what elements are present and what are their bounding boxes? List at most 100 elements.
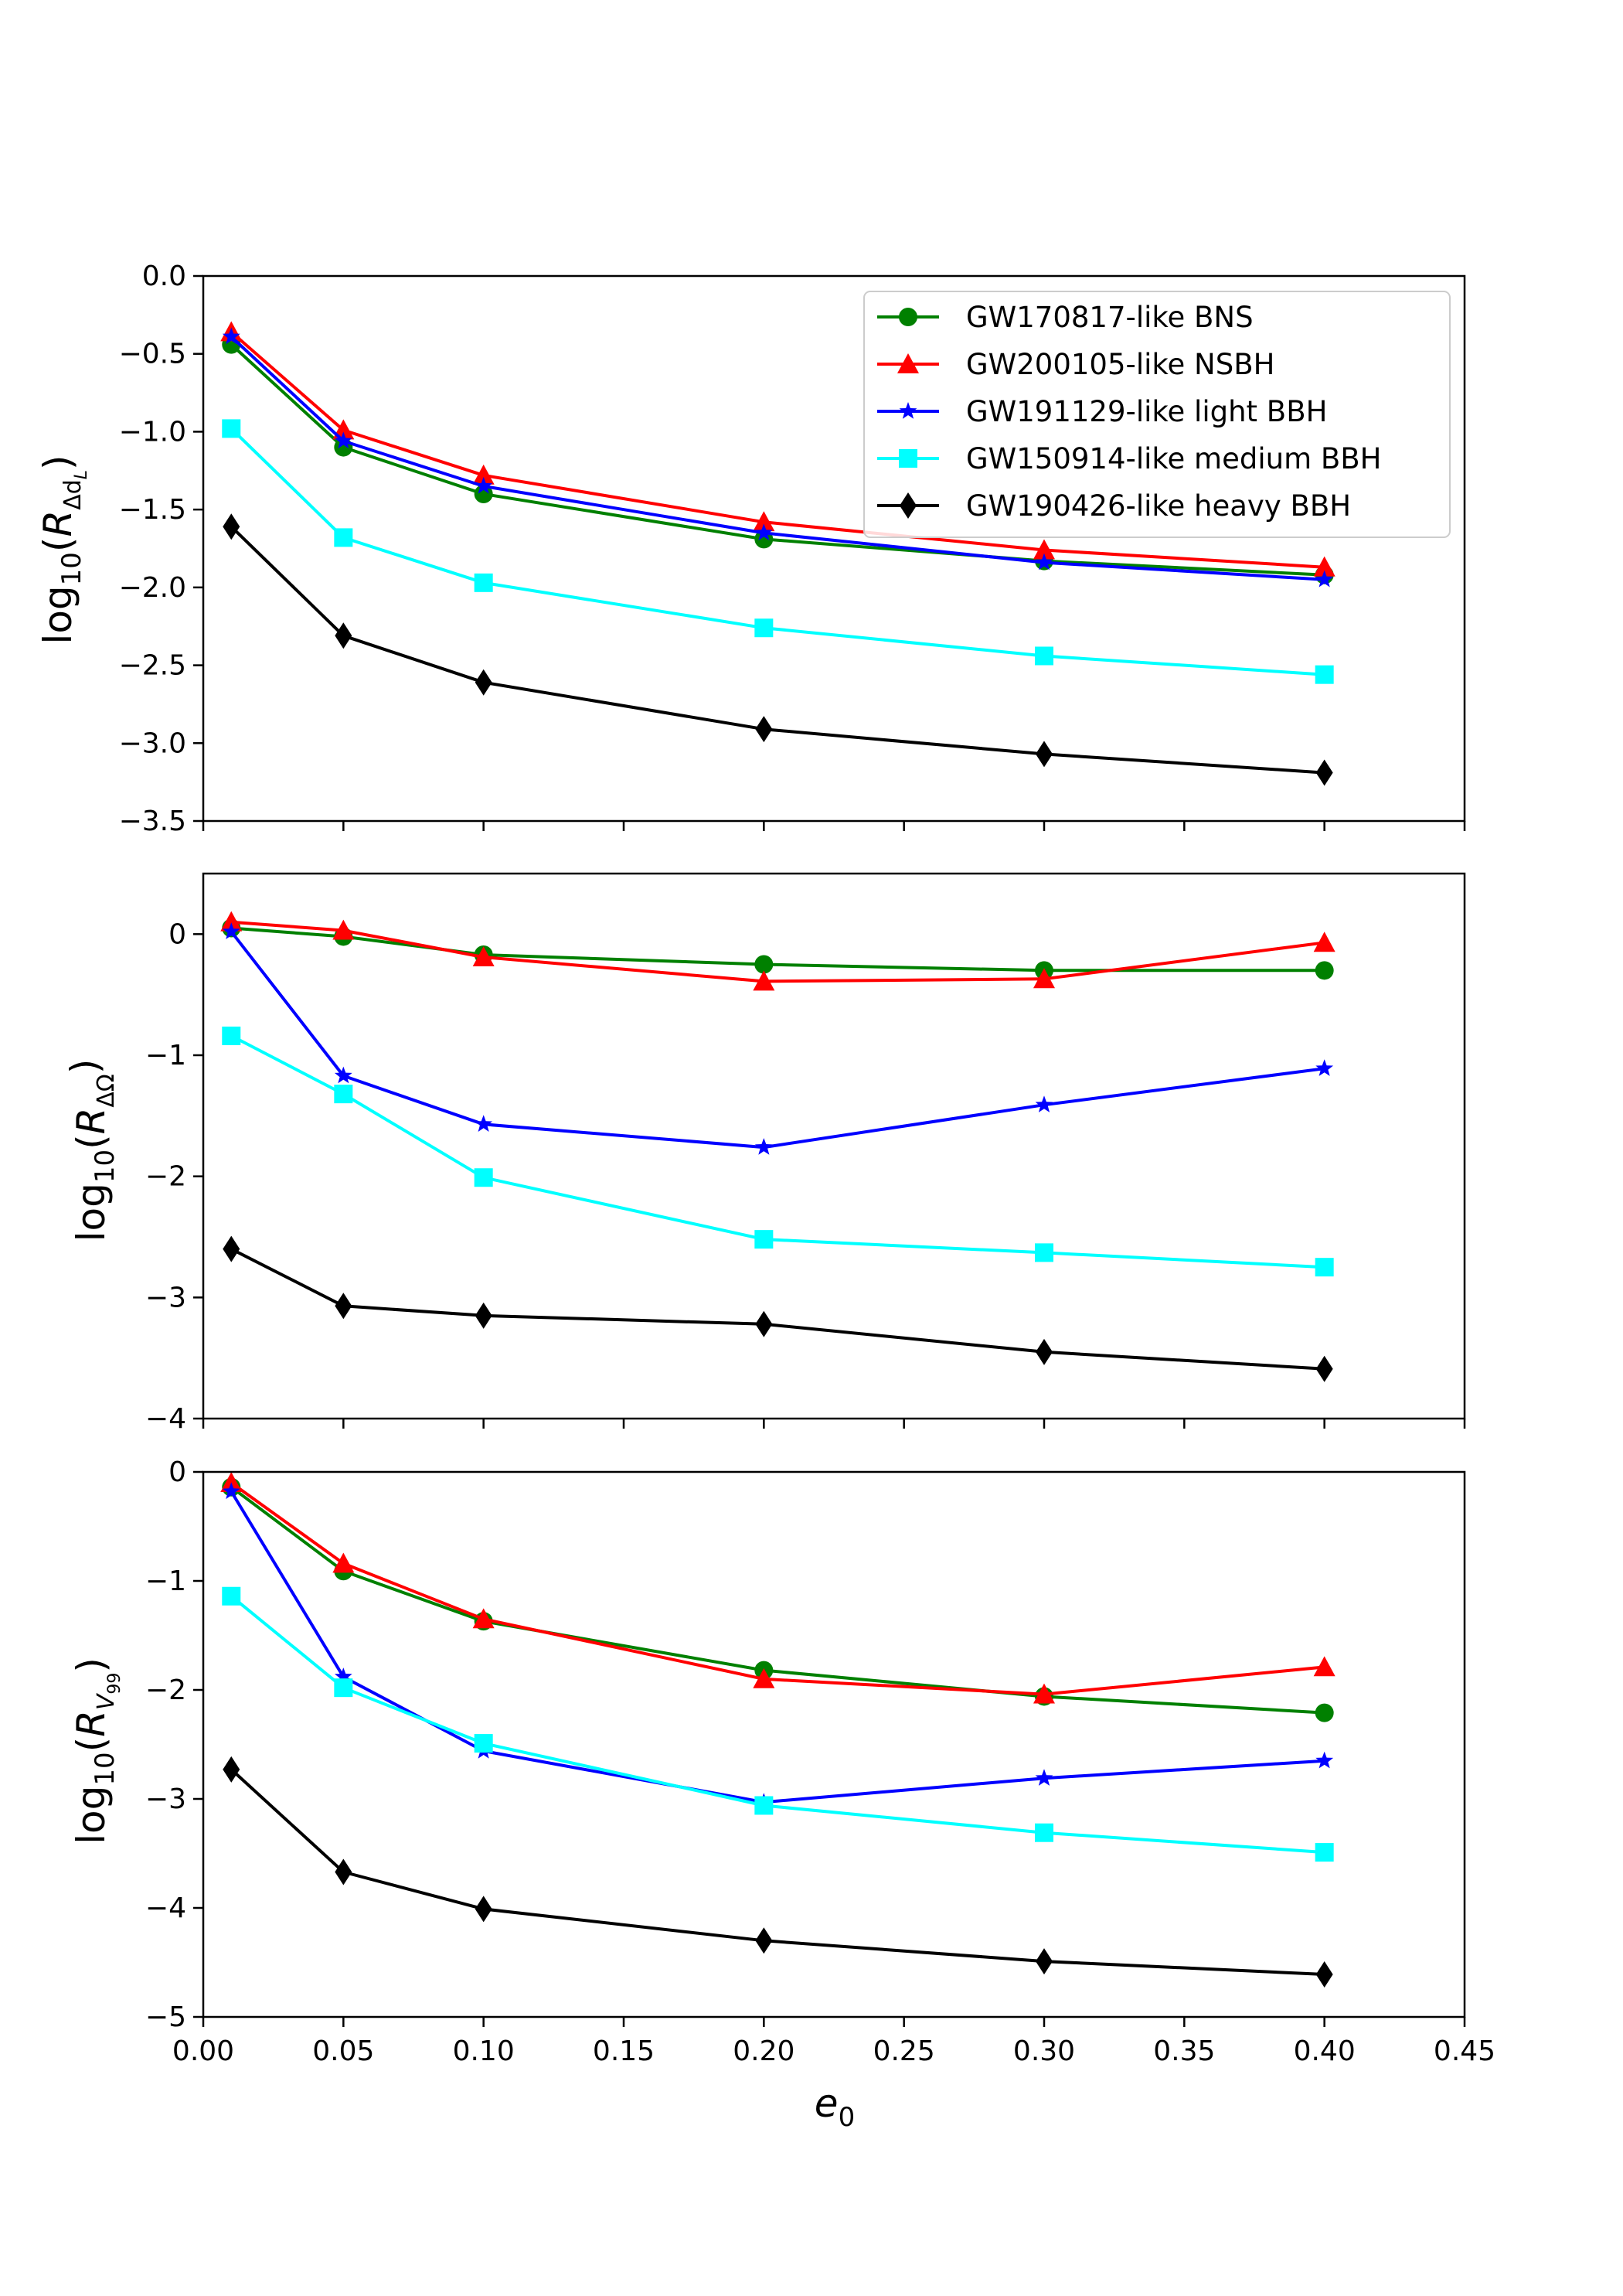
legend-item: GW190426-like heavy BBH bbox=[877, 489, 1351, 523]
data-point bbox=[220, 1472, 243, 1492]
xtick-label: 0.25 bbox=[873, 2035, 935, 2067]
data-point bbox=[755, 1927, 773, 1954]
ytick-label: −2.5 bbox=[119, 650, 186, 682]
data-point bbox=[754, 1138, 773, 1155]
ytick-label: −3.0 bbox=[119, 727, 186, 759]
xtick-label: 0.15 bbox=[593, 2035, 655, 2067]
data-point bbox=[1315, 1751, 1334, 1769]
data-point bbox=[334, 1667, 352, 1685]
legend-label: GW200105-like NSBH bbox=[966, 348, 1274, 381]
xtick-label: 0.35 bbox=[1153, 2035, 1215, 2067]
data-point bbox=[1035, 646, 1053, 666]
data-point bbox=[475, 1302, 492, 1329]
series-line bbox=[230, 1034, 1325, 1269]
data-point bbox=[754, 1230, 774, 1249]
data-point bbox=[1033, 539, 1055, 560]
ytick-label: 0 bbox=[168, 1456, 186, 1488]
data-point bbox=[1315, 1355, 1333, 1382]
series-line bbox=[230, 343, 1325, 577]
data-point bbox=[1315, 961, 1334, 980]
data-point bbox=[222, 1026, 241, 1045]
series-line bbox=[230, 336, 1325, 581]
data-point bbox=[1033, 1683, 1055, 1704]
xtick-label: 0.20 bbox=[733, 2035, 794, 2067]
series-line bbox=[230, 1490, 1325, 1804]
ytick-label: −1 bbox=[145, 1565, 186, 1597]
svg-text:log10(RV99): log10(RV99) bbox=[69, 1657, 124, 1845]
data-point bbox=[223, 513, 240, 540]
legend-label: GW170817-like BNS bbox=[966, 301, 1254, 334]
data-point bbox=[754, 618, 774, 638]
ytick-label: −0.5 bbox=[119, 339, 186, 370]
data-point bbox=[1315, 1059, 1334, 1076]
data-point bbox=[1036, 1948, 1053, 1975]
legend: GW170817-like BNS GW200105-like NSBH GW191… bbox=[863, 291, 1451, 538]
svg-text:log10(RΔΩ): log10(RΔΩ) bbox=[63, 1059, 121, 1242]
data-point bbox=[753, 970, 775, 991]
legend-item: GW191129-like light BBH bbox=[877, 395, 1327, 428]
data-point bbox=[1315, 1961, 1333, 1988]
series-line bbox=[230, 930, 1325, 1150]
xtick-label: 0.45 bbox=[1434, 2035, 1495, 2067]
data-point bbox=[474, 485, 493, 503]
series-5 bbox=[223, 1756, 1333, 1988]
data-point bbox=[475, 1896, 492, 1923]
data-point bbox=[475, 476, 493, 494]
data-point bbox=[1035, 1823, 1053, 1842]
data-point bbox=[1315, 665, 1334, 684]
data-point bbox=[472, 464, 495, 485]
data-point bbox=[1035, 1095, 1053, 1112]
legend-marker bbox=[899, 402, 917, 419]
data-point bbox=[1036, 1338, 1053, 1365]
series-line bbox=[230, 1768, 1325, 1976]
data-point bbox=[1315, 759, 1333, 786]
legend-item: GW200105-like NSBH bbox=[877, 348, 1274, 381]
ytick-label: −2 bbox=[145, 1161, 186, 1193]
ytick-label: −5 bbox=[145, 2001, 186, 2033]
legend-label: GW150914-like medium BBH bbox=[966, 442, 1381, 475]
data-point bbox=[1315, 1258, 1334, 1277]
legend-marker bbox=[897, 353, 919, 373]
legend-marker bbox=[899, 308, 917, 326]
series-line bbox=[231, 920, 1325, 983]
data-point bbox=[223, 1235, 240, 1262]
ylabel-solid-angle: log10(RΔΩ) bbox=[63, 1059, 121, 1242]
data-point bbox=[475, 1115, 493, 1132]
data-point bbox=[335, 622, 352, 649]
ylabel-distance: log10(RΔdL) bbox=[36, 455, 91, 644]
panel-distance: log10(RΔdL) 0.0 −0.5 −1.0 −1.5 −2.0 −2.5 −3.0 −… bbox=[36, 261, 1466, 837]
data-point bbox=[334, 1066, 352, 1084]
plot-frame bbox=[202, 1470, 1466, 2018]
xtick-label: 0.10 bbox=[453, 2035, 515, 2067]
legend-label: GW191129-like light BBH bbox=[966, 395, 1327, 428]
data-point bbox=[1315, 1703, 1334, 1722]
xtick-label: 0.40 bbox=[1294, 2035, 1356, 2067]
legend-item: GW150914-like medium BBH bbox=[877, 442, 1381, 475]
legend-item: GW170817-like BNS bbox=[877, 301, 1254, 334]
plot-frame bbox=[202, 274, 1466, 823]
series-line bbox=[230, 1595, 1325, 1855]
series-line bbox=[230, 1247, 1325, 1371]
data-point bbox=[472, 946, 495, 966]
ytick-label: −4 bbox=[145, 1403, 186, 1435]
ytick-label: −3 bbox=[145, 1282, 186, 1313]
legend-box bbox=[863, 291, 1451, 538]
data-point bbox=[753, 1667, 775, 1688]
ytick-label: −2 bbox=[145, 1674, 186, 1706]
data-point bbox=[222, 419, 241, 438]
data-point bbox=[1313, 556, 1335, 577]
data-point bbox=[474, 573, 493, 592]
xtick-label: 0.30 bbox=[1013, 2035, 1075, 2067]
data-point bbox=[334, 431, 352, 449]
panel-volume: log10(RV99) e0 0 −1 −2 −3 −4 −50.00 0.05 0.10 0.… bbox=[69, 1456, 1495, 2133]
ytick-label: −2.0 bbox=[119, 572, 186, 604]
series-5 bbox=[223, 1235, 1333, 1382]
ytick-label: 0 bbox=[168, 918, 186, 950]
series-line bbox=[230, 525, 1325, 775]
data-point bbox=[335, 1293, 352, 1320]
data-point bbox=[334, 1678, 353, 1698]
ytick-label: −3.5 bbox=[119, 806, 186, 837]
legend-marker bbox=[900, 492, 917, 519]
data-point bbox=[474, 1734, 493, 1753]
ytick-label: −1.5 bbox=[119, 494, 186, 526]
